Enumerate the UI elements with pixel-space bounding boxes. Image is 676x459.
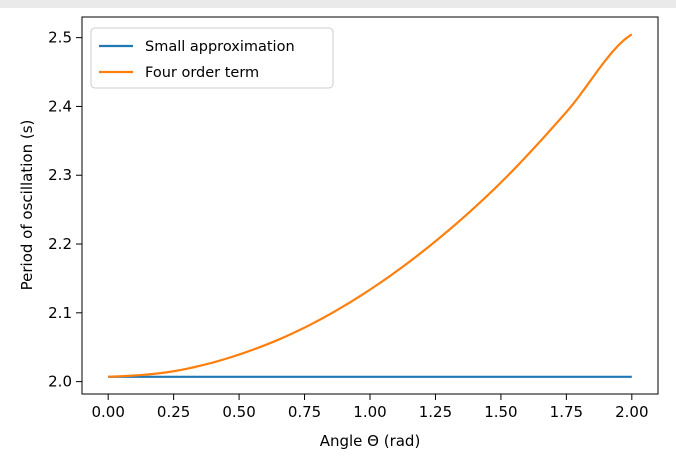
x-axis-ticks: 0.00 0.25 0.50 0.75 1.00 1.25 1.50 1.75 2.00 [91, 394, 649, 421]
y-tick-label: 2.5 [48, 29, 72, 47]
x-tick-label: 0.75 [288, 403, 321, 421]
legend: Small approximation Four order term [90, 27, 334, 89]
y-axis-ticks: 2.0 2.1 2.2 2.3 2.4 2.5 [48, 29, 82, 391]
y-axis-label: Period of oscillation (s) [18, 120, 36, 291]
x-tick-label: 2.00 [615, 403, 648, 421]
x-axis-label: Angle Θ (rad) [320, 432, 421, 450]
legend-label-small-approximation: Small approximation [145, 39, 295, 55]
y-tick-label: 2.4 [48, 97, 72, 115]
y-tick-label: 2.3 [48, 166, 72, 184]
x-tick-label: 1.25 [419, 403, 452, 421]
window-top-strip [0, 0, 676, 8]
series-line-four-order-term [108, 33, 633, 378]
x-tick-label: 1.75 [550, 403, 583, 421]
y-tick-label: 2.1 [48, 304, 72, 322]
x-tick-label: 0.50 [222, 403, 255, 421]
x-tick-label: 0.00 [91, 403, 124, 421]
series-layer [108, 33, 633, 378]
legend-label-four-order-term: Four order term [145, 65, 259, 81]
x-tick-label: 1.50 [484, 403, 517, 421]
x-tick-label: 0.25 [157, 403, 190, 421]
y-tick-label: 2.0 [48, 373, 72, 391]
x-tick-label: 1.00 [353, 403, 386, 421]
legend-box [90, 27, 334, 89]
y-tick-label: 2.2 [48, 235, 72, 253]
